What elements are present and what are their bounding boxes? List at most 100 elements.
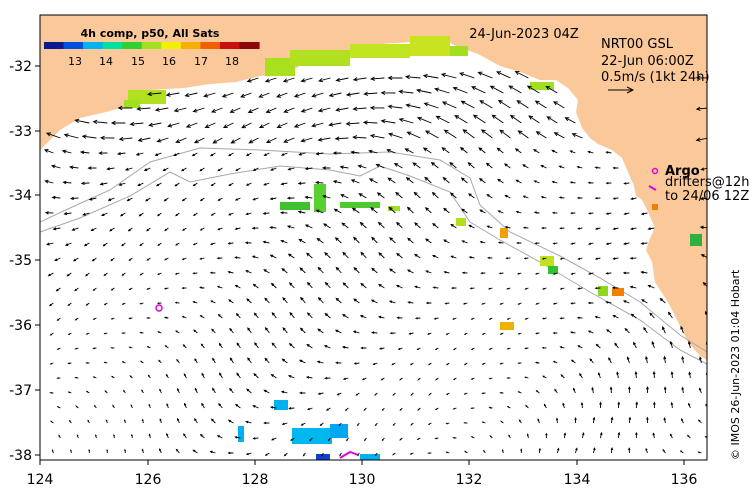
current-arrow: [389, 332, 396, 335]
current-arrow: [377, 221, 385, 229]
current-arrow: [537, 418, 540, 424]
current-arrow: [651, 340, 655, 349]
current-arrow: [182, 227, 187, 231]
current-arrow: [298, 238, 306, 244]
current-arrow: [463, 332, 468, 335]
current-arrow: [471, 86, 486, 94]
current-arrow: [334, 329, 342, 334]
current-arrow: [468, 256, 475, 259]
current-arrow: [695, 106, 707, 111]
current-arrow: [183, 433, 187, 439]
current-arrow: [374, 422, 378, 427]
current-arrow: [280, 239, 288, 244]
current-arrow: [210, 212, 216, 216]
current-arrow: [388, 132, 403, 139]
current-arrow: [240, 92, 252, 98]
current-arrow: [67, 332, 72, 336]
current-arrow: [221, 92, 234, 98]
current-arrow: [680, 325, 684, 334]
current-arrow: [470, 407, 475, 410]
current-arrow: [376, 192, 385, 199]
current-arrow: [526, 85, 540, 94]
shelf-break-contour: [40, 147, 707, 353]
current-arrow: [192, 212, 198, 216]
current-arrow: [270, 282, 277, 289]
current-arrow: [422, 73, 439, 79]
current-arrow: [317, 107, 331, 113]
current-arrow: [422, 147, 432, 154]
current-arrow: [74, 376, 79, 379]
current-arrow: [663, 417, 666, 424]
current-arrow: [227, 270, 234, 274]
current-arrow: [110, 257, 115, 262]
current-arrow: [269, 197, 277, 201]
current-arrow: [470, 377, 475, 380]
current-arrow: [175, 448, 180, 454]
current-arrow: [525, 404, 529, 409]
current-arrow: [524, 287, 529, 290]
current-arrow: [479, 100, 493, 109]
colorbar-segment: [161, 42, 182, 49]
current-arrow: [545, 432, 548, 438]
vector-scale-label: 0.5m/s (1kt 24h): [601, 70, 710, 85]
sst-patch: [316, 454, 330, 460]
current-arrow: [622, 271, 630, 275]
current-arrow: [118, 136, 133, 142]
current-arrow: [605, 181, 612, 185]
current-arrow: [662, 448, 666, 454]
current-arrow: [488, 406, 493, 409]
current-arrow: [616, 371, 619, 379]
current-arrow: [606, 329, 612, 334]
current-arrow: [353, 266, 360, 274]
current-arrow: [697, 451, 702, 454]
current-arrow: [130, 433, 133, 439]
current-arrow: [459, 146, 468, 154]
sst-patch: [410, 36, 450, 56]
current-arrow: [640, 212, 648, 216]
current-arrow: [210, 242, 216, 245]
current-arrow: [461, 208, 468, 214]
current-arrow: [352, 106, 367, 112]
sst-patch: [292, 428, 332, 444]
current-arrow: [159, 388, 162, 394]
current-arrow: [44, 211, 54, 215]
current-arrow: [408, 332, 414, 335]
current-arrow: [298, 359, 306, 364]
current-arrow: [500, 420, 504, 424]
current-arrow: [589, 358, 594, 364]
current-arrow: [535, 131, 547, 139]
current-arrow: [317, 137, 331, 142]
current-arrow: [287, 167, 295, 171]
current-arrow: [265, 137, 277, 144]
current-arrow: [445, 332, 450, 335]
current-arrow: [105, 419, 108, 424]
current-arrow: [216, 285, 223, 289]
current-arrow: [576, 196, 583, 200]
current-arrow: [92, 119, 108, 125]
current-vector-field: [43, 71, 707, 457]
current-arrow: [540, 195, 547, 199]
current-arrow: [111, 375, 115, 379]
current-arrow: [103, 272, 108, 277]
current-arrow: [533, 180, 540, 184]
current-arrow: [405, 103, 421, 109]
current-arrow: [241, 122, 252, 129]
current-arrow: [389, 236, 396, 244]
current-arrow: [378, 283, 385, 289]
current-arrow: [594, 287, 601, 290]
current-arrow: [334, 237, 342, 244]
current-arrow: [497, 178, 504, 184]
current-arrow: [461, 271, 468, 274]
current-arrow: [99, 135, 115, 141]
current-arrow: [128, 317, 133, 320]
current-arrow: [444, 302, 450, 305]
current-arrow: [282, 297, 288, 304]
current-arrow: [324, 312, 331, 319]
latitude-tick-label: -38: [9, 448, 32, 464]
current-arrow: [175, 137, 187, 143]
current-arrow: [699, 356, 702, 364]
current-arrow: [146, 227, 151, 232]
current-arrow: [520, 448, 523, 454]
current-arrow: [315, 180, 324, 185]
sst-patch: [265, 58, 295, 76]
